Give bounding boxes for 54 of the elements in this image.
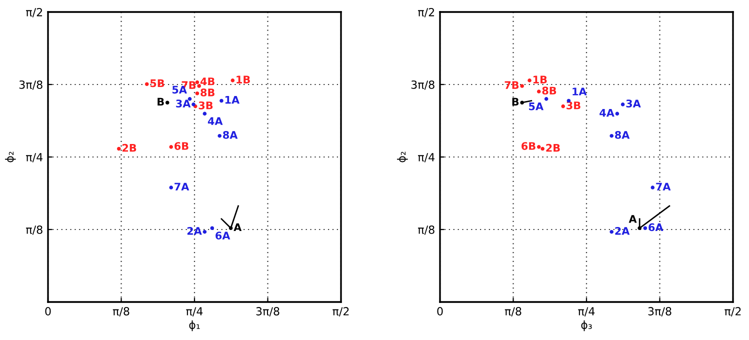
series-label: 3B <box>566 101 580 110</box>
series-label: 8B <box>542 86 556 95</box>
series-label: 1B <box>533 76 547 84</box>
series-label: 8A <box>223 130 238 139</box>
x-axis-title: ϕ₁ <box>189 320 200 332</box>
x-tick-label: π/4 <box>186 307 203 316</box>
series-label: A <box>234 223 242 232</box>
y-tick-label: π/8 <box>26 225 42 235</box>
y-axis-title: ϕ₂ <box>397 152 408 162</box>
y-tick-label: π/8 <box>418 225 434 235</box>
x-tick-label: π/2 <box>724 307 741 316</box>
series-label: 3A <box>626 100 641 108</box>
series-label: 1B <box>236 76 250 84</box>
x-axis-title: ϕ₃ <box>581 320 592 332</box>
series-label: 5B <box>150 79 164 88</box>
series-label: B <box>512 98 519 106</box>
series-label: 6B <box>174 142 188 150</box>
y-tick-label: π/2 <box>418 8 434 18</box>
series-label: 6A <box>648 223 664 232</box>
series-label: 8B <box>200 88 214 96</box>
series-label: 7B <box>504 81 519 89</box>
series-label: 6B <box>522 142 536 150</box>
series-label: 2A <box>187 226 202 235</box>
series-label: 2A <box>615 226 630 235</box>
series-label: 8A <box>615 130 630 139</box>
series-label: 3A <box>176 100 191 108</box>
x-tick-label: 0 <box>45 307 51 316</box>
series-label: A <box>628 215 637 223</box>
series-label: 1A <box>225 96 240 104</box>
x-tick-label: 0 <box>437 307 443 316</box>
series-label: 7A <box>174 182 190 190</box>
series-label: 5A <box>529 102 544 110</box>
y-axis-title: ϕ₂ <box>5 152 16 162</box>
series-label: 4A <box>600 108 614 117</box>
x-tick-label: π/8 <box>504 307 522 316</box>
series-label: 3B <box>198 101 213 110</box>
series-label: 4A <box>208 117 223 125</box>
x-tick-label: π/4 <box>578 307 595 316</box>
series-label: B <box>158 98 164 106</box>
series-label: 7A <box>656 182 671 190</box>
y-tick-label: 3π/8 <box>19 80 42 90</box>
y-tick-label: π/4 <box>26 153 43 162</box>
series-label: 2B <box>546 144 560 152</box>
y-tick-label: π/4 <box>418 153 435 162</box>
y-tick-label: π/2 <box>26 8 42 18</box>
series-label: 6A <box>216 232 230 240</box>
series-label: 1A <box>572 88 587 96</box>
series-label: 4B <box>200 78 214 86</box>
x-tick-label: 3π/8 <box>648 307 672 316</box>
x-tick-label: 3π/8 <box>256 307 280 316</box>
x-tick-label: π/2 <box>332 307 349 316</box>
y-tick-label: 3π/8 <box>411 80 434 90</box>
x-tick-label: π/8 <box>112 307 130 316</box>
series-label: 2B <box>122 144 136 152</box>
